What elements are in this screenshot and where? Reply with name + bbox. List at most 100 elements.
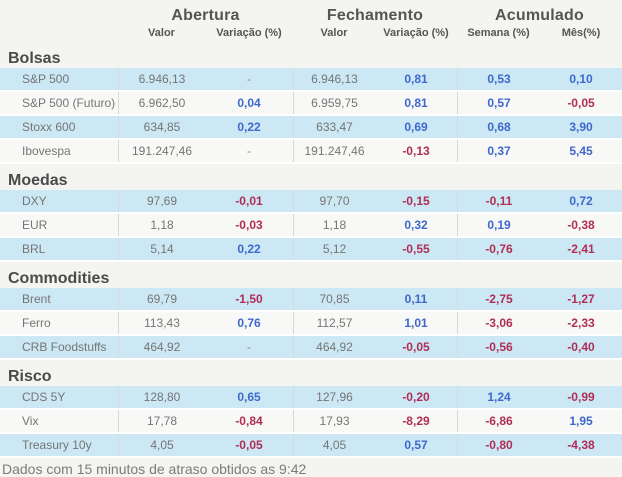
cell-semana: 1,24 xyxy=(457,386,540,408)
cell-abertura-valor: 5,14 xyxy=(118,238,205,260)
cell-fechamento-var: 1,01 xyxy=(404,316,428,330)
row-label: Vix xyxy=(22,414,39,428)
table-row: CDS 5Y 128,80 0,65 127,96 -0,20 1,24 -0,99 xyxy=(0,386,622,410)
cell-fechamento-var: 0,81 xyxy=(404,96,428,110)
cell-mes: -0,05 xyxy=(567,96,595,110)
row-label: S&P 500 xyxy=(22,72,70,86)
cell-semana: -0,56 xyxy=(457,336,540,358)
cell-abertura-valor: 4,05 xyxy=(118,434,205,456)
section-title: Commodities xyxy=(8,270,110,287)
cell-semana: 0,19 xyxy=(457,214,540,236)
data-delay-notice: Dados com 15 minutos de atraso obtidos a… xyxy=(2,461,307,477)
table-row: Vix 17,78 -0,84 17,93 -8,29 -6,86 1,95 xyxy=(0,410,622,434)
cell-fechamento-valor: 70,85 xyxy=(293,288,375,310)
cell-fechamento-valor: 1,18 xyxy=(293,214,375,236)
cell-semana: 0,57 xyxy=(457,92,540,114)
cell-mes: -0,99 xyxy=(567,390,595,404)
cell-semana: 0,37 xyxy=(457,140,540,162)
cell-semana: -3,06 xyxy=(457,312,540,334)
cell-mes: -2,33 xyxy=(567,316,595,330)
section-moedas: Moedas DXY 97,69 -0,01 97,70 -0,15 -0,11 0,72 EU… xyxy=(0,172,622,262)
section-title: Risco xyxy=(8,368,52,385)
cell-fechamento-valor: 127,96 xyxy=(293,386,375,408)
row-label: CRB Foodstuffs xyxy=(22,340,107,354)
cell-semana: 0,53 xyxy=(457,68,540,90)
column-header-semana: Semana (%) xyxy=(467,27,530,39)
cell-fechamento-var: -8,29 xyxy=(402,414,430,428)
header-subcolumn-row: Valor Variação (%) Valor Variação (%) Se… xyxy=(0,25,622,42)
column-header-abertura-valor: Valor xyxy=(148,27,175,39)
table-row: EUR 1,18 -0,03 1,18 0,32 0,19 -0,38 xyxy=(0,214,622,238)
cell-fechamento-valor: 6.959,75 xyxy=(293,92,375,114)
section-bolsas: Bolsas S&P 500 6.946,13-6.946,13 0,81 0,53 0,… xyxy=(0,50,622,164)
column-header-fechamento-variacao: Variação (%) xyxy=(383,27,449,39)
column-group-fechamento: Fechamento xyxy=(326,7,424,24)
section-risco: Risco CDS 5Y 128,80 0,65 127,96 -0,20 1,24 -0,9… xyxy=(0,368,622,458)
cell-mes: 5,45 xyxy=(569,144,593,158)
cell-abertura-valor: 97,69 xyxy=(118,190,205,212)
cell-abertura-var: -0,84 xyxy=(235,414,263,428)
cell-fechamento-var: -0,05 xyxy=(402,340,430,354)
section-title: Bolsas xyxy=(8,50,61,67)
cell-abertura-var: 0,22 xyxy=(237,120,261,134)
cell-fechamento-valor: 4,05 xyxy=(293,434,375,456)
cell-fechamento-var: -0,15 xyxy=(402,194,430,208)
table-row: Ibovespa 191.247,46 - 191.247,46 -0,13 0,37 5,… xyxy=(0,140,622,164)
cell-semana: -0,80 xyxy=(457,434,540,456)
cell-abertura-var: -1,50 xyxy=(235,292,263,306)
cell-semana: 0,68 xyxy=(457,116,540,138)
cell-abertura-var: -0,01 xyxy=(235,194,263,208)
cell-mes: 0,72 xyxy=(569,194,593,208)
cell-abertura-valor: 113,43 xyxy=(118,312,205,334)
cell-abertura-valor: 69,79 xyxy=(118,288,205,310)
table-row: Treasury 10y 4,05 -0,05 4,05 0,57 -0,80 -4,38 xyxy=(0,434,622,458)
sections: Bolsas S&P 500 6.946,13-6.946,13 0,81 0,53 0,… xyxy=(0,50,622,458)
cell-abertura-valor: 1,18 xyxy=(118,214,205,236)
cell-fechamento-valor: 97,70 xyxy=(293,190,375,212)
cell-abertura-valor: 634,85 xyxy=(118,116,205,138)
cell-fechamento-var: -0,13 xyxy=(402,144,430,158)
cell-mes: -2,41 xyxy=(567,242,595,256)
column-header-fechamento-valor: Valor xyxy=(320,27,348,39)
table-row: S&P 500 6.946,13 - 6.946,13 0,81 0,53 0,10 xyxy=(0,68,622,92)
cell-fechamento-valor: 191.247,46 xyxy=(293,140,375,162)
cell-semana: -6,86 xyxy=(457,410,540,432)
row-label: Treasury 10y xyxy=(22,438,92,452)
cell-fechamento-valor: 5,12 xyxy=(293,238,375,260)
column-group-abertura: Abertura xyxy=(171,7,240,24)
cell-fechamento-var: 0,32 xyxy=(404,218,428,232)
cell-fechamento-valor: 633,47 xyxy=(293,116,375,138)
cell-abertura-var: -0,05 xyxy=(235,438,263,452)
cell-abertura-valor: 17,78 xyxy=(118,410,205,432)
cell-fechamento-var: 0,57 xyxy=(404,438,428,452)
table-row: Stoxx 600 634,85 0,22 633,47 0,69 0,68 3,90 xyxy=(0,116,622,140)
header-group-row: Abertura Fechamento Acumulado xyxy=(0,0,622,25)
row-label: Brent xyxy=(22,292,51,306)
cell-mes: -1,27 xyxy=(567,292,595,306)
cell-abertura-var: 0,65 xyxy=(237,390,261,404)
cell-fechamento-valor: 17,93 xyxy=(293,410,375,432)
cell-abertura-var: 0,04 xyxy=(237,96,261,110)
column-header-mes: Mês(%) xyxy=(561,27,601,39)
cell-abertura-var: -0,03 xyxy=(235,218,263,232)
cell-mes: -4,38 xyxy=(567,438,595,452)
row-label: EUR xyxy=(22,218,48,232)
row-label: DXY xyxy=(22,194,47,208)
row-label: Ibovespa xyxy=(22,144,71,158)
cell-semana: -0,76 xyxy=(457,238,540,260)
cell-abertura-valor: 128,80 xyxy=(118,386,205,408)
cell-abertura-var: - xyxy=(247,72,251,86)
table-row: CRB Foodstuffs 464,92 - 464,92 -0,05 -0,56 -0,… xyxy=(0,336,622,360)
column-group-acumulado: Acumulado xyxy=(495,7,584,24)
row-label: BRL xyxy=(22,242,46,256)
row-label: CDS 5Y xyxy=(22,390,66,404)
table-row: S&P 500 (Futuro) 6.962,50 0,04 6.959,75 0,81… xyxy=(0,92,622,116)
cell-abertura-var: - xyxy=(247,340,251,354)
section-title: Moedas xyxy=(8,172,68,189)
row-label: S&P 500 (Futuro) xyxy=(22,96,116,110)
cell-abertura-valor: 464,92 xyxy=(118,336,205,358)
row-label: Stoxx 600 xyxy=(22,120,76,134)
cell-mes: 1,95 xyxy=(569,414,593,428)
cell-fechamento-var: 0,81 xyxy=(404,72,428,86)
